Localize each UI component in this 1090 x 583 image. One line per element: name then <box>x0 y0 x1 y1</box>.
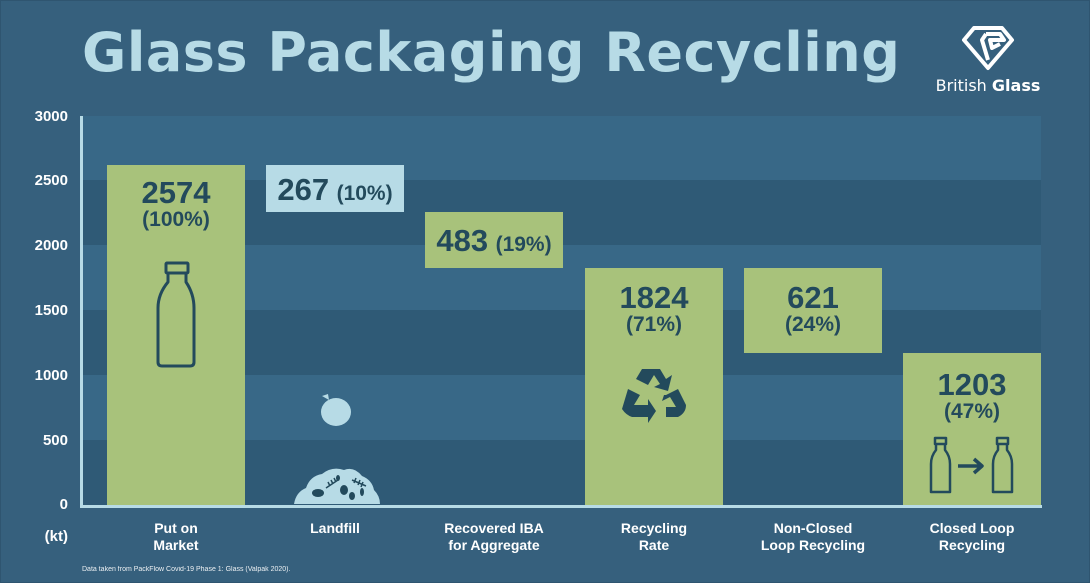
bar-closed-loop: 1203 (47%) <box>903 353 1041 505</box>
logo-text: British Glass <box>932 76 1044 95</box>
y-tick-label: 500 <box>42 432 68 449</box>
milk-bottle-icon <box>156 261 196 368</box>
x-axis-line <box>80 505 1042 508</box>
x-label-line: Recycling <box>620 520 688 536</box>
x-label-line: Loop Recycling <box>760 537 866 553</box>
bar-value: 267 <box>277 172 330 207</box>
bar-percent: (19%) <box>495 233 552 256</box>
y-tick-label: 1000 <box>34 367 68 384</box>
x-label-line: Closed Loop <box>929 520 1015 536</box>
x-label-line: Recovered IBA <box>444 520 544 536</box>
y-axis-unit: (kt) <box>44 528 68 545</box>
logo-text-bold: Glass <box>991 76 1041 95</box>
x-label-recovered-iba: Recovered IBA for Aggregate <box>414 520 574 554</box>
bar-percent: (24%) <box>784 313 842 336</box>
y-tick-label: 2500 <box>34 172 68 189</box>
x-label-line: Non-Closed <box>773 520 853 536</box>
bar-landfill: 267 (10%) <box>266 165 404 212</box>
x-label-put-on-market: Put on Market <box>96 520 256 554</box>
bar-percent: (71%) <box>625 313 683 336</box>
y-tick-label: 1500 <box>34 302 68 319</box>
y-axis-line <box>80 116 83 508</box>
bottle-to-bottle-icon <box>929 436 1014 494</box>
bar-non-closed-loop: 621 (24%) <box>744 268 882 353</box>
x-label-closed-loop: Closed Loop Recycling <box>892 520 1052 554</box>
bar-percent: (100%) <box>142 208 210 231</box>
x-label-recycling-rate: Recycling Rate <box>574 520 734 554</box>
source-note: Data taken from PackFlow Covid-19 Phase … <box>82 566 291 573</box>
x-label-line: Market <box>153 537 199 553</box>
x-label-line: Landfill <box>310 520 360 536</box>
y-tick-label: 0 <box>59 496 68 513</box>
x-label-line: Put on <box>154 520 198 536</box>
bar-value: 483 <box>436 223 489 258</box>
x-label-landfill: Landfill <box>255 520 415 537</box>
bar-percent: (47%) <box>943 400 1001 423</box>
bar-value: 2574 <box>141 175 211 210</box>
y-tick-label: 3000 <box>34 108 68 125</box>
x-label-line: Rate <box>638 537 670 553</box>
page-title: Glass Packaging Recycling <box>82 21 901 84</box>
bar-value: 621 <box>787 280 839 315</box>
bar-percent: (10%) <box>336 182 393 205</box>
bar-put-on-market: 2574 (100%) <box>107 165 245 505</box>
british-glass-gem-logo-icon <box>962 26 1014 70</box>
bar-recovered-iba: 483 (19%) <box>425 212 563 268</box>
british-glass-logo: British Glass <box>932 24 1044 95</box>
y-tick-label: 2000 <box>34 237 68 254</box>
bar-value: 1824 <box>619 280 689 315</box>
x-label-non-closed-loop: Non-Closed Loop Recycling <box>733 520 893 554</box>
logo-text-light: British <box>935 76 987 95</box>
x-label-line: for Aggregate <box>448 537 540 553</box>
rubbish-heap-icon <box>294 394 380 504</box>
x-label-line: Recycling <box>938 537 1006 553</box>
recycle-icon <box>622 369 686 423</box>
bar-recycling-rate: 1824 (71%) <box>585 268 723 505</box>
bar-value: 1203 <box>937 367 1007 402</box>
